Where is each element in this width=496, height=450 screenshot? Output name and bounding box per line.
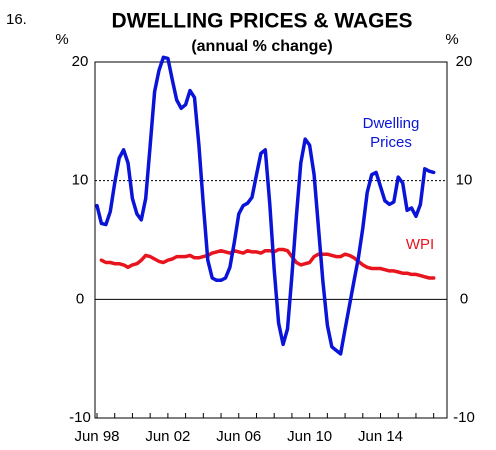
series-label: Dwelling Prices <box>362 115 420 151</box>
x-tick-label: Jun 98 <box>74 428 119 445</box>
y-tick-label: -10 <box>69 409 91 426</box>
y-axis-label: % <box>55 31 68 48</box>
y-tick-label: 20 <box>72 53 89 70</box>
series-label: WPI <box>405 236 435 253</box>
chart-title: DWELLING PRICES & WAGES <box>111 10 412 33</box>
chart-number: 16. <box>6 11 27 28</box>
chart-subtitle: (annual % change) <box>191 38 332 55</box>
y2-axis-label: % <box>445 31 458 48</box>
y2-tick-label: 20 <box>456 53 473 70</box>
y2-tick-label: 10 <box>456 172 473 189</box>
x-tick-label: Jun 14 <box>358 428 403 445</box>
series-line <box>95 55 436 356</box>
y2-tick-label: 0 <box>460 290 468 307</box>
plot-frame <box>94 61 448 419</box>
y-tick-label: 10 <box>72 172 89 189</box>
x-tick-label: Jun 06 <box>216 428 261 445</box>
x-tick-label: Jun 10 <box>287 428 332 445</box>
y-tick-label: 0 <box>76 290 84 307</box>
x-tick-label: Jun 02 <box>145 428 190 445</box>
y2-tick-label: -10 <box>453 409 475 426</box>
series-line <box>99 247 436 280</box>
